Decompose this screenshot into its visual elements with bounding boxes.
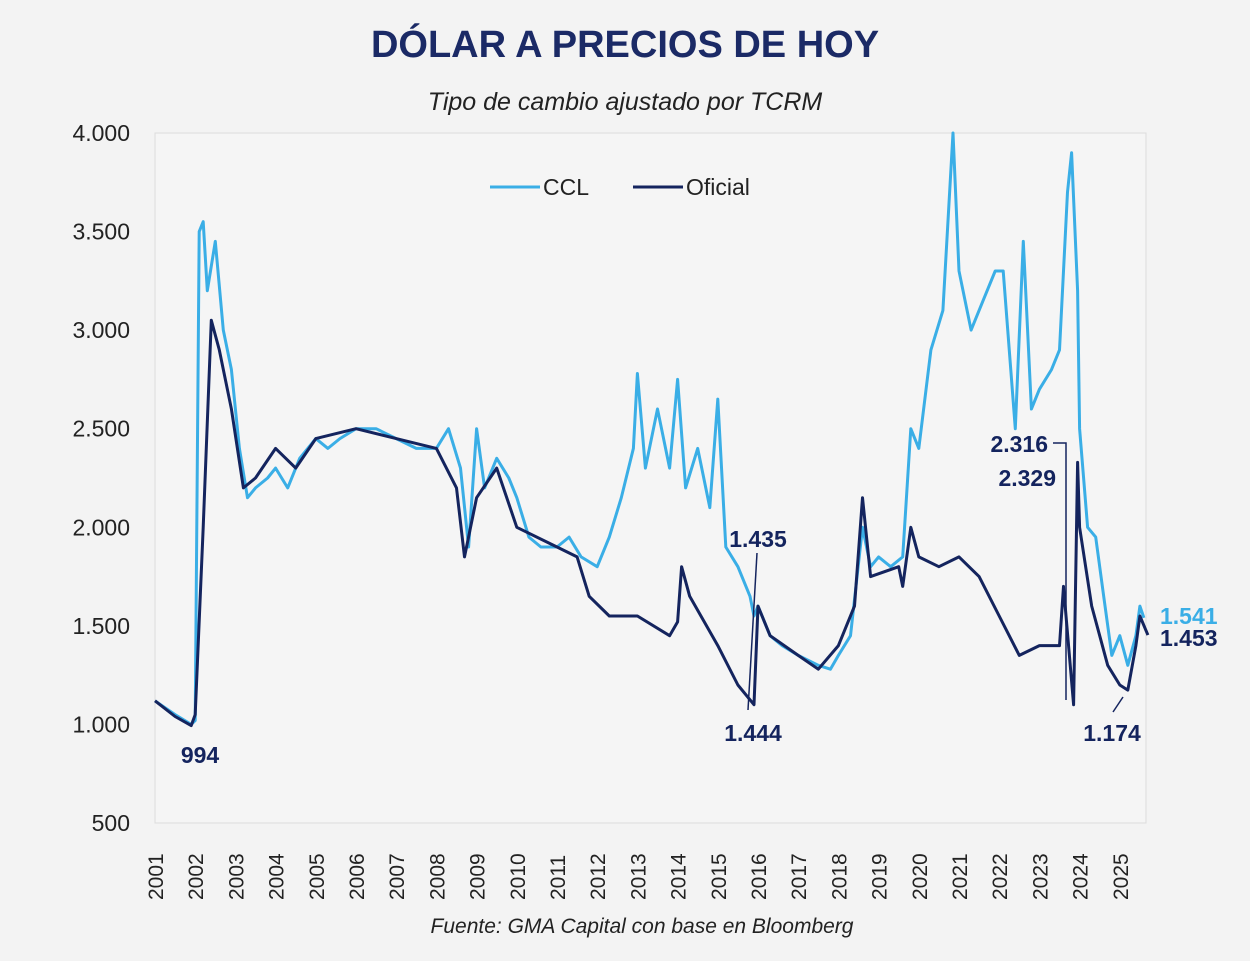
annotation-leader [747,552,758,711]
annotation-leader [1053,442,1067,700]
annotation-label: 1.174 [1083,720,1141,746]
annotation-label: 1.541 [1160,603,1218,629]
x-tick-label: 2016 [748,853,771,900]
y-tick-label: 1.000 [72,711,130,737]
x-tick-label: 2010 [507,853,530,900]
x-tick-label: 2011 [547,855,570,900]
annotation-label: 1.453 [1160,625,1218,651]
x-tick-label: 2023 [1029,853,1052,900]
chart-source: Fuente: GMA Capital con base en Bloomber… [430,915,854,938]
x-tick-label: 2012 [587,853,610,900]
chart-subtitle: Tipo de cambio ajustado por TCRM [427,88,823,116]
x-tick-label: 2017 [788,853,811,900]
y-tick-label: 4.000 [72,120,130,146]
y-tick-label: 1.500 [72,613,130,639]
x-tick-label: 2019 [869,853,892,900]
y-tick-label: 500 [92,810,130,836]
plot-area [154,132,1147,824]
x-tick-label: 2015 [708,853,731,900]
series-line-oficial [154,318,1150,728]
x-tick-label: 2006 [346,853,369,900]
x-tick-label: 2025 [1110,853,1133,900]
x-tick-label: 2005 [306,853,329,900]
x-tick-label: 2004 [266,853,289,900]
x-tick-label: 2024 [1070,853,1093,900]
x-tick-label: 2009 [467,853,490,900]
x-tick-label: 2014 [668,853,691,900]
y-tick-label: 3.500 [72,219,130,245]
x-tick-label: 2008 [426,853,449,900]
x-tick-label: 2013 [627,853,650,900]
x-tick-label: 2018 [828,853,851,900]
y-tick-label: 2.000 [72,514,130,540]
annotation-leader [1112,696,1124,713]
y-tick-label: 3.000 [72,317,130,343]
x-tick-label: 2022 [989,853,1012,900]
annotation-label: 2.329 [998,465,1056,491]
annotation-label: 1.435 [729,526,787,552]
legend-label-oficial: Oficial [686,174,750,200]
x-tick-label: 2003 [225,853,248,900]
x-tick-label: 2020 [909,853,932,900]
annotation-label: 994 [181,742,220,768]
annotation-label: 1.444 [724,720,782,746]
y-tick-label: 2.500 [72,416,130,442]
x-tick-label: 2021 [949,853,972,900]
x-tick-label: 2002 [185,853,208,900]
legend-label-ccl: CCL [543,174,589,200]
series-line-ccl [154,131,1146,726]
x-tick-label: 2007 [386,853,409,900]
x-tick-label: 2001 [145,853,168,900]
annotation-label: 2.316 [990,431,1048,457]
chart-title: DÓLAR A PRECIOS DE HOY [370,24,880,66]
